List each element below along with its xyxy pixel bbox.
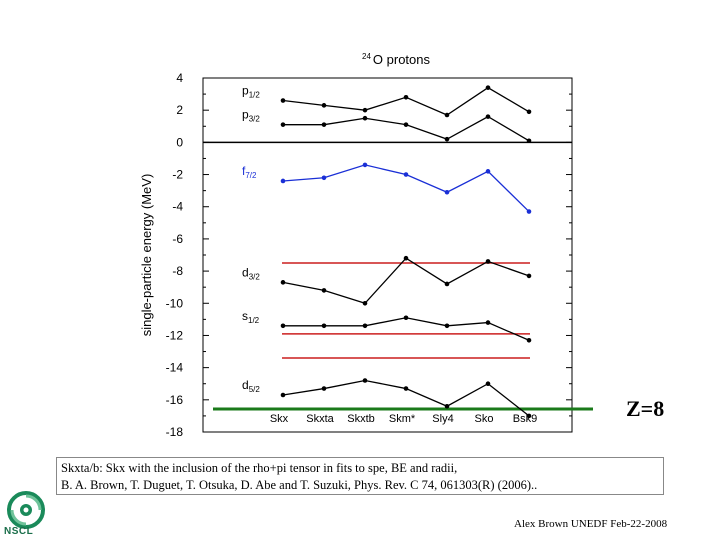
series-label-letter: d — [242, 378, 249, 392]
x-category-label: Sly4 — [432, 413, 453, 425]
data-point — [403, 122, 409, 127]
data-point — [526, 337, 532, 343]
data-point — [321, 175, 327, 181]
plot-frame — [202, 77, 573, 433]
data-point — [321, 386, 327, 391]
x-category-label: Skxta — [306, 413, 334, 425]
series-label: p1/2 — [242, 84, 260, 100]
y-tick-label: -4 — [172, 200, 183, 214]
series-label-subscript: 3/2 — [249, 272, 261, 281]
y-tick-label: 0 — [176, 135, 183, 149]
data-point — [362, 115, 368, 121]
data-point — [403, 315, 409, 321]
y-tick-label: -14 — [166, 361, 184, 375]
data-point — [444, 281, 450, 287]
z-annotation: Z=8 — [626, 396, 665, 421]
data-point — [526, 109, 532, 115]
data-point — [280, 323, 286, 329]
reference-note: Skxta/b: Skx with the inclusion of the r… — [56, 457, 664, 495]
series-line — [282, 86, 530, 116]
series-label-letter: f — [242, 164, 246, 178]
data-point — [321, 122, 327, 127]
data-point — [444, 323, 450, 329]
series-label-subscript: 7/2 — [245, 171, 257, 180]
series-label-subscript: 5/2 — [249, 385, 261, 394]
data-point — [403, 255, 409, 261]
series-line — [283, 317, 530, 341]
series-label: d5/2 — [242, 378, 260, 394]
series-label: p3/2 — [242, 108, 260, 124]
title-mass-number: 24 — [362, 52, 371, 61]
x-category-label: Skx — [270, 413, 289, 425]
data-point — [444, 136, 450, 142]
data-point — [485, 381, 491, 387]
series-label: f7/2 — [242, 164, 257, 180]
data-point — [362, 378, 368, 383]
data-point — [485, 259, 491, 264]
data-point — [362, 107, 368, 113]
y-tick-label: -16 — [166, 393, 184, 407]
series-label: s1/2 — [242, 309, 260, 325]
data-point — [321, 323, 327, 329]
data-point — [321, 103, 327, 108]
data-point — [403, 386, 409, 391]
data-point — [362, 323, 368, 329]
data-point — [526, 209, 532, 214]
data-point — [321, 288, 327, 293]
series-label-letter: p — [242, 108, 249, 122]
data-point — [485, 169, 491, 174]
data-point — [403, 95, 409, 100]
data-point — [280, 122, 286, 127]
author-credit: Alex Brown UNEDF Feb-22-2008 — [514, 518, 668, 530]
x-category-label: Bsk9 — [513, 413, 537, 425]
y-tick-label: -10 — [166, 296, 184, 310]
note-line-1: Skxta/b: Skx with the inclusion of the r… — [61, 461, 458, 475]
series-line — [283, 115, 530, 142]
data-point — [485, 114, 491, 119]
data-point — [526, 413, 532, 419]
y-tick-label: -12 — [166, 328, 184, 342]
logo-label: NSCL — [4, 526, 34, 537]
y-tick-label: 4 — [176, 71, 183, 85]
x-category-label: Skm* — [389, 413, 416, 425]
series-label-subscript: 1/2 — [249, 91, 261, 100]
series-label: d3/2 — [242, 265, 260, 281]
data-point — [526, 273, 532, 279]
note-line-2: B. A. Brown, T. Duguet, T. Otsuka, D. Ab… — [61, 478, 538, 492]
data-point — [526, 138, 532, 144]
series-label-letter: p — [242, 84, 249, 98]
series-label-letter: s — [242, 309, 248, 323]
data-point — [444, 189, 450, 195]
nscl-logo — [7, 491, 45, 529]
data-point — [485, 320, 491, 325]
y-tick-label: 2 — [176, 103, 183, 117]
series-label-letter: d — [242, 265, 249, 279]
data-point — [362, 300, 368, 306]
data-point — [280, 178, 286, 184]
series-line — [282, 257, 530, 305]
data-point — [362, 162, 368, 168]
series-label-subscript: 1/2 — [248, 316, 260, 325]
y-tick-label: -8 — [172, 264, 183, 278]
data-point — [485, 85, 491, 90]
chart-title: 24 O protons — [362, 52, 430, 67]
y-tick-label: -2 — [172, 168, 183, 182]
data-point — [280, 392, 286, 398]
series-line — [282, 379, 530, 417]
x-category-label: Sko — [475, 413, 494, 425]
x-category-label: Skxtb — [347, 413, 375, 425]
y-tick-label: -6 — [172, 232, 183, 246]
data-point — [444, 112, 450, 118]
title-text: O protons — [373, 52, 431, 67]
data-point — [280, 98, 286, 103]
data-point — [444, 403, 450, 409]
series-line — [282, 164, 530, 213]
y-tick-label: -18 — [166, 425, 184, 439]
data-point — [403, 172, 409, 177]
data-point — [280, 280, 286, 285]
series-label-subscript: 3/2 — [249, 115, 261, 124]
y-axis-label: single-particle energy (MeV) — [139, 174, 154, 337]
